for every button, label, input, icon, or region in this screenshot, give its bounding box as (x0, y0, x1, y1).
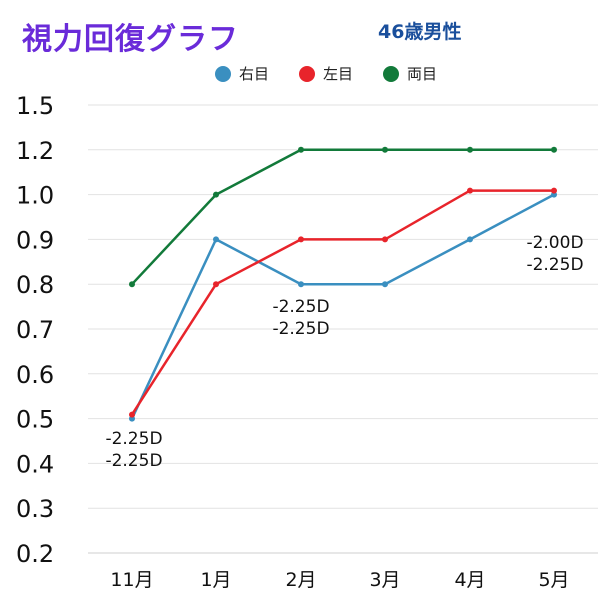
x-tick-label: 2月 (285, 569, 316, 591)
data-point (467, 146, 473, 153)
y-tick-label: 0.2 (16, 540, 54, 568)
data-point (551, 187, 557, 194)
series-line-2 (131, 148, 554, 286)
data-point (382, 281, 388, 288)
data-point (298, 236, 304, 243)
y-tick-label: 0.6 (16, 361, 54, 389)
y-tick-label: 1.0 (16, 182, 54, 210)
legend-swatch (383, 65, 400, 82)
legend-item-left-eye: 左目 (299, 63, 353, 84)
y-tick-label: 0.5 (16, 406, 54, 434)
annotation-label: -2.25D (105, 451, 162, 471)
annotation-label: -2.25D (105, 429, 162, 449)
data-point (551, 146, 557, 153)
data-point (298, 146, 304, 153)
y-tick-label: 1.2 (16, 137, 54, 165)
legend-item-both-eyes: 両目 (383, 63, 437, 84)
legend-label: 右目 (239, 65, 270, 83)
series-line-1 (130, 189, 554, 416)
y-tick-label: 0.8 (16, 271, 54, 299)
data-point (129, 411, 135, 418)
legend-swatch (299, 65, 316, 82)
data-point (213, 281, 219, 288)
data-point (467, 236, 473, 243)
x-tick-label: 11月 (110, 569, 153, 591)
data-point (213, 236, 219, 243)
y-tick-label: 0.4 (16, 450, 54, 478)
data-point (129, 281, 135, 288)
chart-subtitle: 46歳男性 (378, 21, 462, 43)
data-point (382, 236, 388, 243)
y-tick-label: 1.5 (16, 92, 54, 120)
x-tick-label: 1月 (200, 569, 231, 591)
y-tick-label: 0.9 (16, 226, 54, 254)
x-tick-label: 5月 (538, 569, 569, 591)
legend: 右目 左目 両目 (215, 63, 437, 84)
legend-label: 両目 (407, 65, 438, 83)
y-tick-label: 0.3 (16, 495, 54, 523)
annotation-label: -2.25D (272, 297, 329, 317)
data-point (382, 146, 388, 153)
data-point (213, 191, 219, 198)
annotation-label: -2.25D (272, 319, 329, 339)
chart-title: 視力回復グラフ (22, 22, 239, 57)
legend-swatch (215, 65, 231, 82)
legend-label: 左目 (323, 65, 354, 83)
data-point (467, 187, 473, 194)
x-tick-label: 4月 (454, 569, 485, 591)
annotation-label: -2.25D (526, 255, 583, 275)
x-tick-label: 3月 (369, 569, 400, 591)
series-line-0 (130, 193, 555, 420)
legend-item-right-eye: 右目 (215, 63, 269, 84)
annotation-label: -2.00D (526, 233, 583, 253)
y-tick-label: 0.7 (16, 316, 54, 344)
data-point (298, 281, 304, 288)
